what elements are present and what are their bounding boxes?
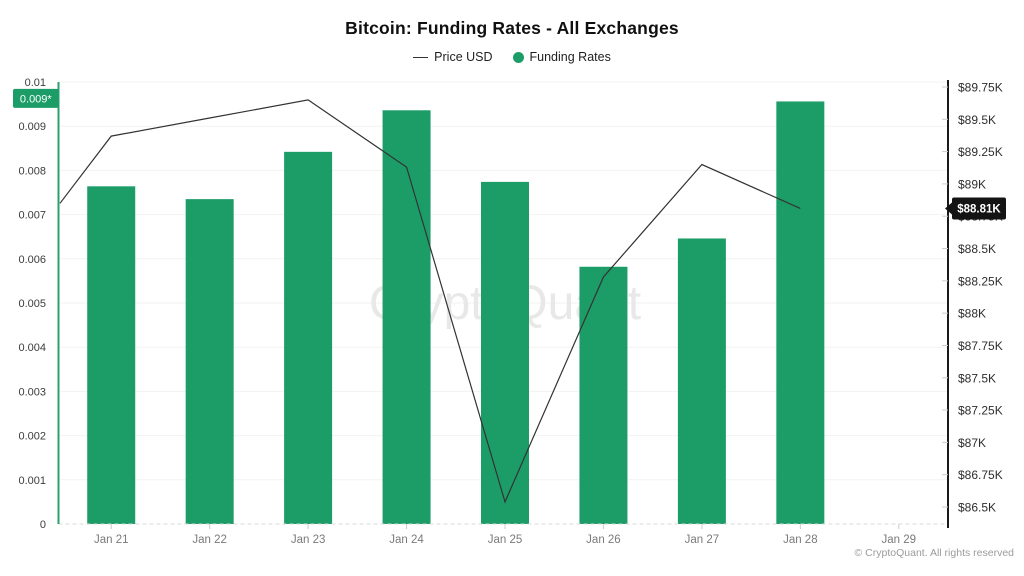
funding-bar-jan-21 <box>87 186 136 524</box>
legend-item-price[interactable]: Price USD <box>413 50 493 64</box>
left-axis-tick-label: 0.001 <box>18 475 46 487</box>
x-axis-label: Jan 26 <box>586 534 621 546</box>
left-axis-tick-label: 0.006 <box>18 254 46 266</box>
right-axis-tick-label: $86.5K <box>958 501 996 515</box>
price-badge <box>952 197 1006 220</box>
right-axis-tick-label: $89K <box>958 177 986 191</box>
legend-item-funding[interactable]: Funding Rates <box>512 50 611 64</box>
funding-bar-jan-25 <box>481 181 529 524</box>
funding-bar-jan-24 <box>382 110 431 525</box>
copyright-text: © CryptoQuant. All rights reserved <box>854 547 1014 559</box>
right-axis-tick-label: $88K <box>958 307 986 321</box>
right-axis-tick-label: $88.5K <box>958 242 996 256</box>
funding-rate-badge-label: 0.009* <box>20 93 53 105</box>
funding-dot-icon <box>512 51 524 63</box>
right-axis-tick-label: $87.75K <box>958 339 1003 353</box>
chart-title: Bitcoin: Funding Rates - All Exchanges <box>345 18 679 38</box>
legend-label-funding: Funding Rates <box>529 50 611 64</box>
price-line <box>59 99 801 504</box>
left-axis-tick-label: 0.002 <box>18 431 46 443</box>
funding-bar-jan-28 <box>776 101 825 524</box>
left-axis-tick-label: 0.009 <box>18 121 46 133</box>
legend-label-price: Price USD <box>434 50 493 64</box>
x-axis-label: Jan 24 <box>389 534 424 546</box>
price-badge-label: $88.81K <box>957 203 1001 215</box>
x-axis-label: Jan 29 <box>882 534 917 546</box>
left-axis-tick-label: 0 <box>40 519 46 531</box>
right-axis-tick-label: $87.25K <box>958 404 1003 418</box>
right-axis-tick-label: $86.75K <box>958 468 1003 482</box>
x-axis-label: Jan 22 <box>192 534 227 546</box>
left-axis-tick-label: 0.007 <box>18 210 46 222</box>
funding-rate-badge <box>13 88 59 108</box>
x-axis-label: Jan 23 <box>291 534 326 546</box>
x-axis-label: Jan 28 <box>783 534 818 546</box>
left-axis-tick-label: 0.008 <box>18 165 46 177</box>
left-axis-tick-label: 0.01 <box>25 77 46 89</box>
right-axis-tick-label: $89.75K <box>958 81 1003 95</box>
funding-bar-jan-26 <box>579 266 628 524</box>
x-axis-label: Jan 27 <box>685 534 720 546</box>
left-axis-tick-label: 0.003 <box>18 386 46 398</box>
left-axis-tick-label: 0.004 <box>18 342 46 354</box>
funding-bar-jan-22 <box>185 199 234 524</box>
price-line-legend-marker <box>413 56 429 58</box>
legend: Price USD Funding Rates <box>0 50 1024 64</box>
right-axis-tick-label: $89.25K <box>958 145 1003 159</box>
x-axis-label: Jan 25 <box>488 534 523 546</box>
funding-bar-jan-23 <box>284 151 333 524</box>
left-axis-tick-label: 0.005 <box>18 298 46 310</box>
right-axis-tick-label: $87K <box>958 436 986 450</box>
right-axis-tick-label: $87.5K <box>958 371 996 385</box>
price-badge-pointer <box>945 202 952 215</box>
right-axis-tick-label: $89.5K <box>958 113 996 127</box>
right-axis-tick-label: $88.25K <box>958 274 1003 288</box>
funding-bar-jan-27 <box>677 238 726 524</box>
x-axis-label: Jan 21 <box>94 534 129 546</box>
